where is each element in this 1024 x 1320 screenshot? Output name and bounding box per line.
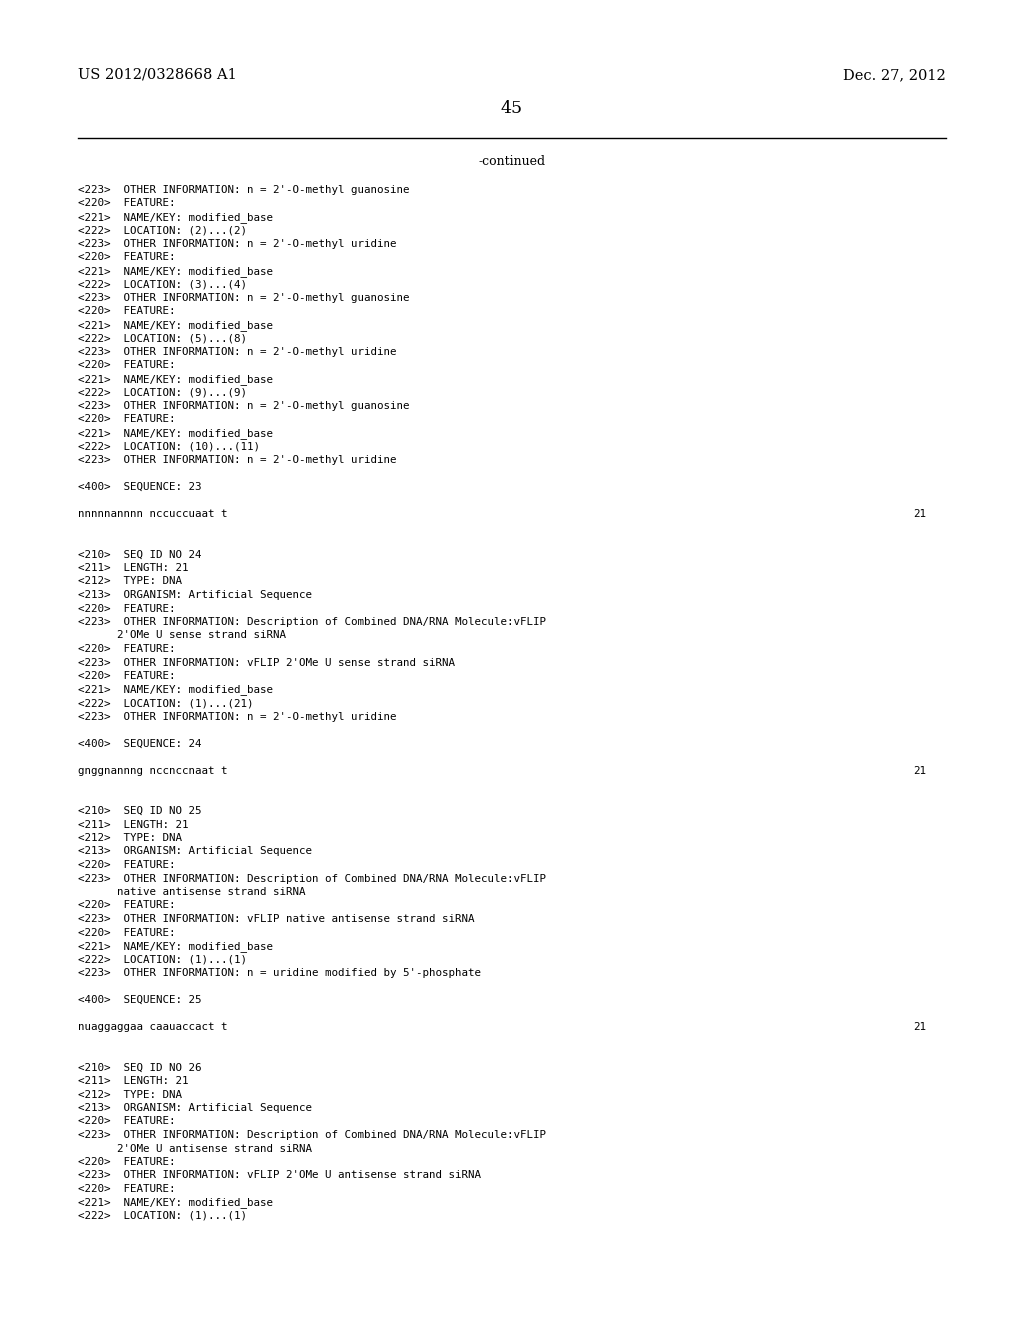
Text: <222>  LOCATION: (1)...(1): <222> LOCATION: (1)...(1) xyxy=(78,954,247,965)
Text: <221>  NAME/KEY: modified_base: <221> NAME/KEY: modified_base xyxy=(78,319,273,331)
Text: <223>  OTHER INFORMATION: n = 2'-O-methyl uridine: <223> OTHER INFORMATION: n = 2'-O-methyl… xyxy=(78,347,396,356)
Text: <223>  OTHER INFORMATION: vFLIP 2'OMe U sense strand siRNA: <223> OTHER INFORMATION: vFLIP 2'OMe U s… xyxy=(78,657,455,668)
Text: <223>  OTHER INFORMATION: Description of Combined DNA/RNA Molecule:vFLIP: <223> OTHER INFORMATION: Description of … xyxy=(78,1130,546,1140)
Text: <220>  FEATURE:: <220> FEATURE: xyxy=(78,414,175,425)
Text: <222>  LOCATION: (2)...(2): <222> LOCATION: (2)...(2) xyxy=(78,226,247,235)
Text: native antisense strand siRNA: native antisense strand siRNA xyxy=(78,887,305,898)
Text: <220>  FEATURE:: <220> FEATURE: xyxy=(78,306,175,317)
Text: <223>  OTHER INFORMATION: vFLIP native antisense strand siRNA: <223> OTHER INFORMATION: vFLIP native an… xyxy=(78,913,474,924)
Text: <220>  FEATURE:: <220> FEATURE: xyxy=(78,360,175,371)
Text: <223>  OTHER INFORMATION: n = uridine modified by 5'-phosphate: <223> OTHER INFORMATION: n = uridine mod… xyxy=(78,968,481,978)
Text: <220>  FEATURE:: <220> FEATURE: xyxy=(78,1117,175,1126)
Text: <221>  NAME/KEY: modified_base: <221> NAME/KEY: modified_base xyxy=(78,1197,273,1208)
Text: <223>  OTHER INFORMATION: vFLIP 2'OMe U antisense strand siRNA: <223> OTHER INFORMATION: vFLIP 2'OMe U a… xyxy=(78,1171,481,1180)
Text: 21: 21 xyxy=(913,510,926,519)
Text: <222>  LOCATION: (3)...(4): <222> LOCATION: (3)...(4) xyxy=(78,280,247,289)
Text: <211>  LENGTH: 21: <211> LENGTH: 21 xyxy=(78,1076,188,1086)
Text: <220>  FEATURE:: <220> FEATURE: xyxy=(78,1158,175,1167)
Text: <222>  LOCATION: (9)...(9): <222> LOCATION: (9)...(9) xyxy=(78,388,247,397)
Text: <223>  OTHER INFORMATION: n = 2'-O-methyl guanosine: <223> OTHER INFORMATION: n = 2'-O-methyl… xyxy=(78,185,410,195)
Text: <221>  NAME/KEY: modified_base: <221> NAME/KEY: modified_base xyxy=(78,941,273,952)
Text: Dec. 27, 2012: Dec. 27, 2012 xyxy=(843,69,946,82)
Text: <212>  TYPE: DNA: <212> TYPE: DNA xyxy=(78,833,182,843)
Text: 21: 21 xyxy=(913,766,926,776)
Text: 21: 21 xyxy=(913,1022,926,1032)
Text: <212>  TYPE: DNA: <212> TYPE: DNA xyxy=(78,577,182,586)
Text: <223>  OTHER INFORMATION: Description of Combined DNA/RNA Molecule:vFLIP: <223> OTHER INFORMATION: Description of … xyxy=(78,616,546,627)
Text: <213>  ORGANISM: Artificial Sequence: <213> ORGANISM: Artificial Sequence xyxy=(78,590,312,601)
Text: <400>  SEQUENCE: 25: <400> SEQUENCE: 25 xyxy=(78,995,202,1005)
Text: <220>  FEATURE:: <220> FEATURE: xyxy=(78,928,175,937)
Text: 45: 45 xyxy=(501,100,523,117)
Text: <221>  NAME/KEY: modified_base: <221> NAME/KEY: modified_base xyxy=(78,213,273,223)
Text: <220>  FEATURE:: <220> FEATURE: xyxy=(78,900,175,911)
Text: <400>  SEQUENCE: 23: <400> SEQUENCE: 23 xyxy=(78,482,202,492)
Text: <212>  TYPE: DNA: <212> TYPE: DNA xyxy=(78,1089,182,1100)
Text: 2'OMe U sense strand siRNA: 2'OMe U sense strand siRNA xyxy=(78,631,286,640)
Text: <223>  OTHER INFORMATION: n = 2'-O-methyl uridine: <223> OTHER INFORMATION: n = 2'-O-methyl… xyxy=(78,239,396,249)
Text: 2'OMe U antisense strand siRNA: 2'OMe U antisense strand siRNA xyxy=(78,1143,312,1154)
Text: <221>  NAME/KEY: modified_base: <221> NAME/KEY: modified_base xyxy=(78,267,273,277)
Text: <222>  LOCATION: (1)...(21): <222> LOCATION: (1)...(21) xyxy=(78,698,254,708)
Text: nuaggaggaa caauaccact t: nuaggaggaa caauaccact t xyxy=(78,1022,227,1032)
Text: <210>  SEQ ID NO 24: <210> SEQ ID NO 24 xyxy=(78,549,202,560)
Text: <223>  OTHER INFORMATION: n = 2'-O-methyl uridine: <223> OTHER INFORMATION: n = 2'-O-methyl… xyxy=(78,711,396,722)
Text: <222>  LOCATION: (5)...(8): <222> LOCATION: (5)...(8) xyxy=(78,334,247,343)
Text: <220>  FEATURE:: <220> FEATURE: xyxy=(78,603,175,614)
Text: <213>  ORGANISM: Artificial Sequence: <213> ORGANISM: Artificial Sequence xyxy=(78,1104,312,1113)
Text: <400>  SEQUENCE: 24: <400> SEQUENCE: 24 xyxy=(78,738,202,748)
Text: <213>  ORGANISM: Artificial Sequence: <213> ORGANISM: Artificial Sequence xyxy=(78,846,312,857)
Text: gnggnannng nccnccnaat t: gnggnannng nccnccnaat t xyxy=(78,766,227,776)
Text: <210>  SEQ ID NO 25: <210> SEQ ID NO 25 xyxy=(78,807,202,816)
Text: <221>  NAME/KEY: modified_base: <221> NAME/KEY: modified_base xyxy=(78,428,273,440)
Text: -continued: -continued xyxy=(478,154,546,168)
Text: <221>  NAME/KEY: modified_base: <221> NAME/KEY: modified_base xyxy=(78,374,273,385)
Text: US 2012/0328668 A1: US 2012/0328668 A1 xyxy=(78,69,237,82)
Text: <222>  LOCATION: (10)...(11): <222> LOCATION: (10)...(11) xyxy=(78,441,260,451)
Text: <210>  SEQ ID NO 26: <210> SEQ ID NO 26 xyxy=(78,1063,202,1072)
Text: <220>  FEATURE:: <220> FEATURE: xyxy=(78,252,175,263)
Text: <222>  LOCATION: (1)...(1): <222> LOCATION: (1)...(1) xyxy=(78,1210,247,1221)
Text: nnnnnannnn nccuccuaat t: nnnnnannnn nccuccuaat t xyxy=(78,510,227,519)
Text: <223>  OTHER INFORMATION: n = 2'-O-methyl guanosine: <223> OTHER INFORMATION: n = 2'-O-methyl… xyxy=(78,293,410,304)
Text: <220>  FEATURE:: <220> FEATURE: xyxy=(78,861,175,870)
Text: <211>  LENGTH: 21: <211> LENGTH: 21 xyxy=(78,820,188,829)
Text: <211>  LENGTH: 21: <211> LENGTH: 21 xyxy=(78,564,188,573)
Text: <220>  FEATURE:: <220> FEATURE: xyxy=(78,644,175,653)
Text: <220>  FEATURE:: <220> FEATURE: xyxy=(78,1184,175,1195)
Text: <223>  OTHER INFORMATION: n = 2'-O-methyl uridine: <223> OTHER INFORMATION: n = 2'-O-methyl… xyxy=(78,455,396,465)
Text: <220>  FEATURE:: <220> FEATURE: xyxy=(78,671,175,681)
Text: <223>  OTHER INFORMATION: Description of Combined DNA/RNA Molecule:vFLIP: <223> OTHER INFORMATION: Description of … xyxy=(78,874,546,883)
Text: <220>  FEATURE:: <220> FEATURE: xyxy=(78,198,175,209)
Text: <223>  OTHER INFORMATION: n = 2'-O-methyl guanosine: <223> OTHER INFORMATION: n = 2'-O-methyl… xyxy=(78,401,410,411)
Text: <221>  NAME/KEY: modified_base: <221> NAME/KEY: modified_base xyxy=(78,685,273,696)
